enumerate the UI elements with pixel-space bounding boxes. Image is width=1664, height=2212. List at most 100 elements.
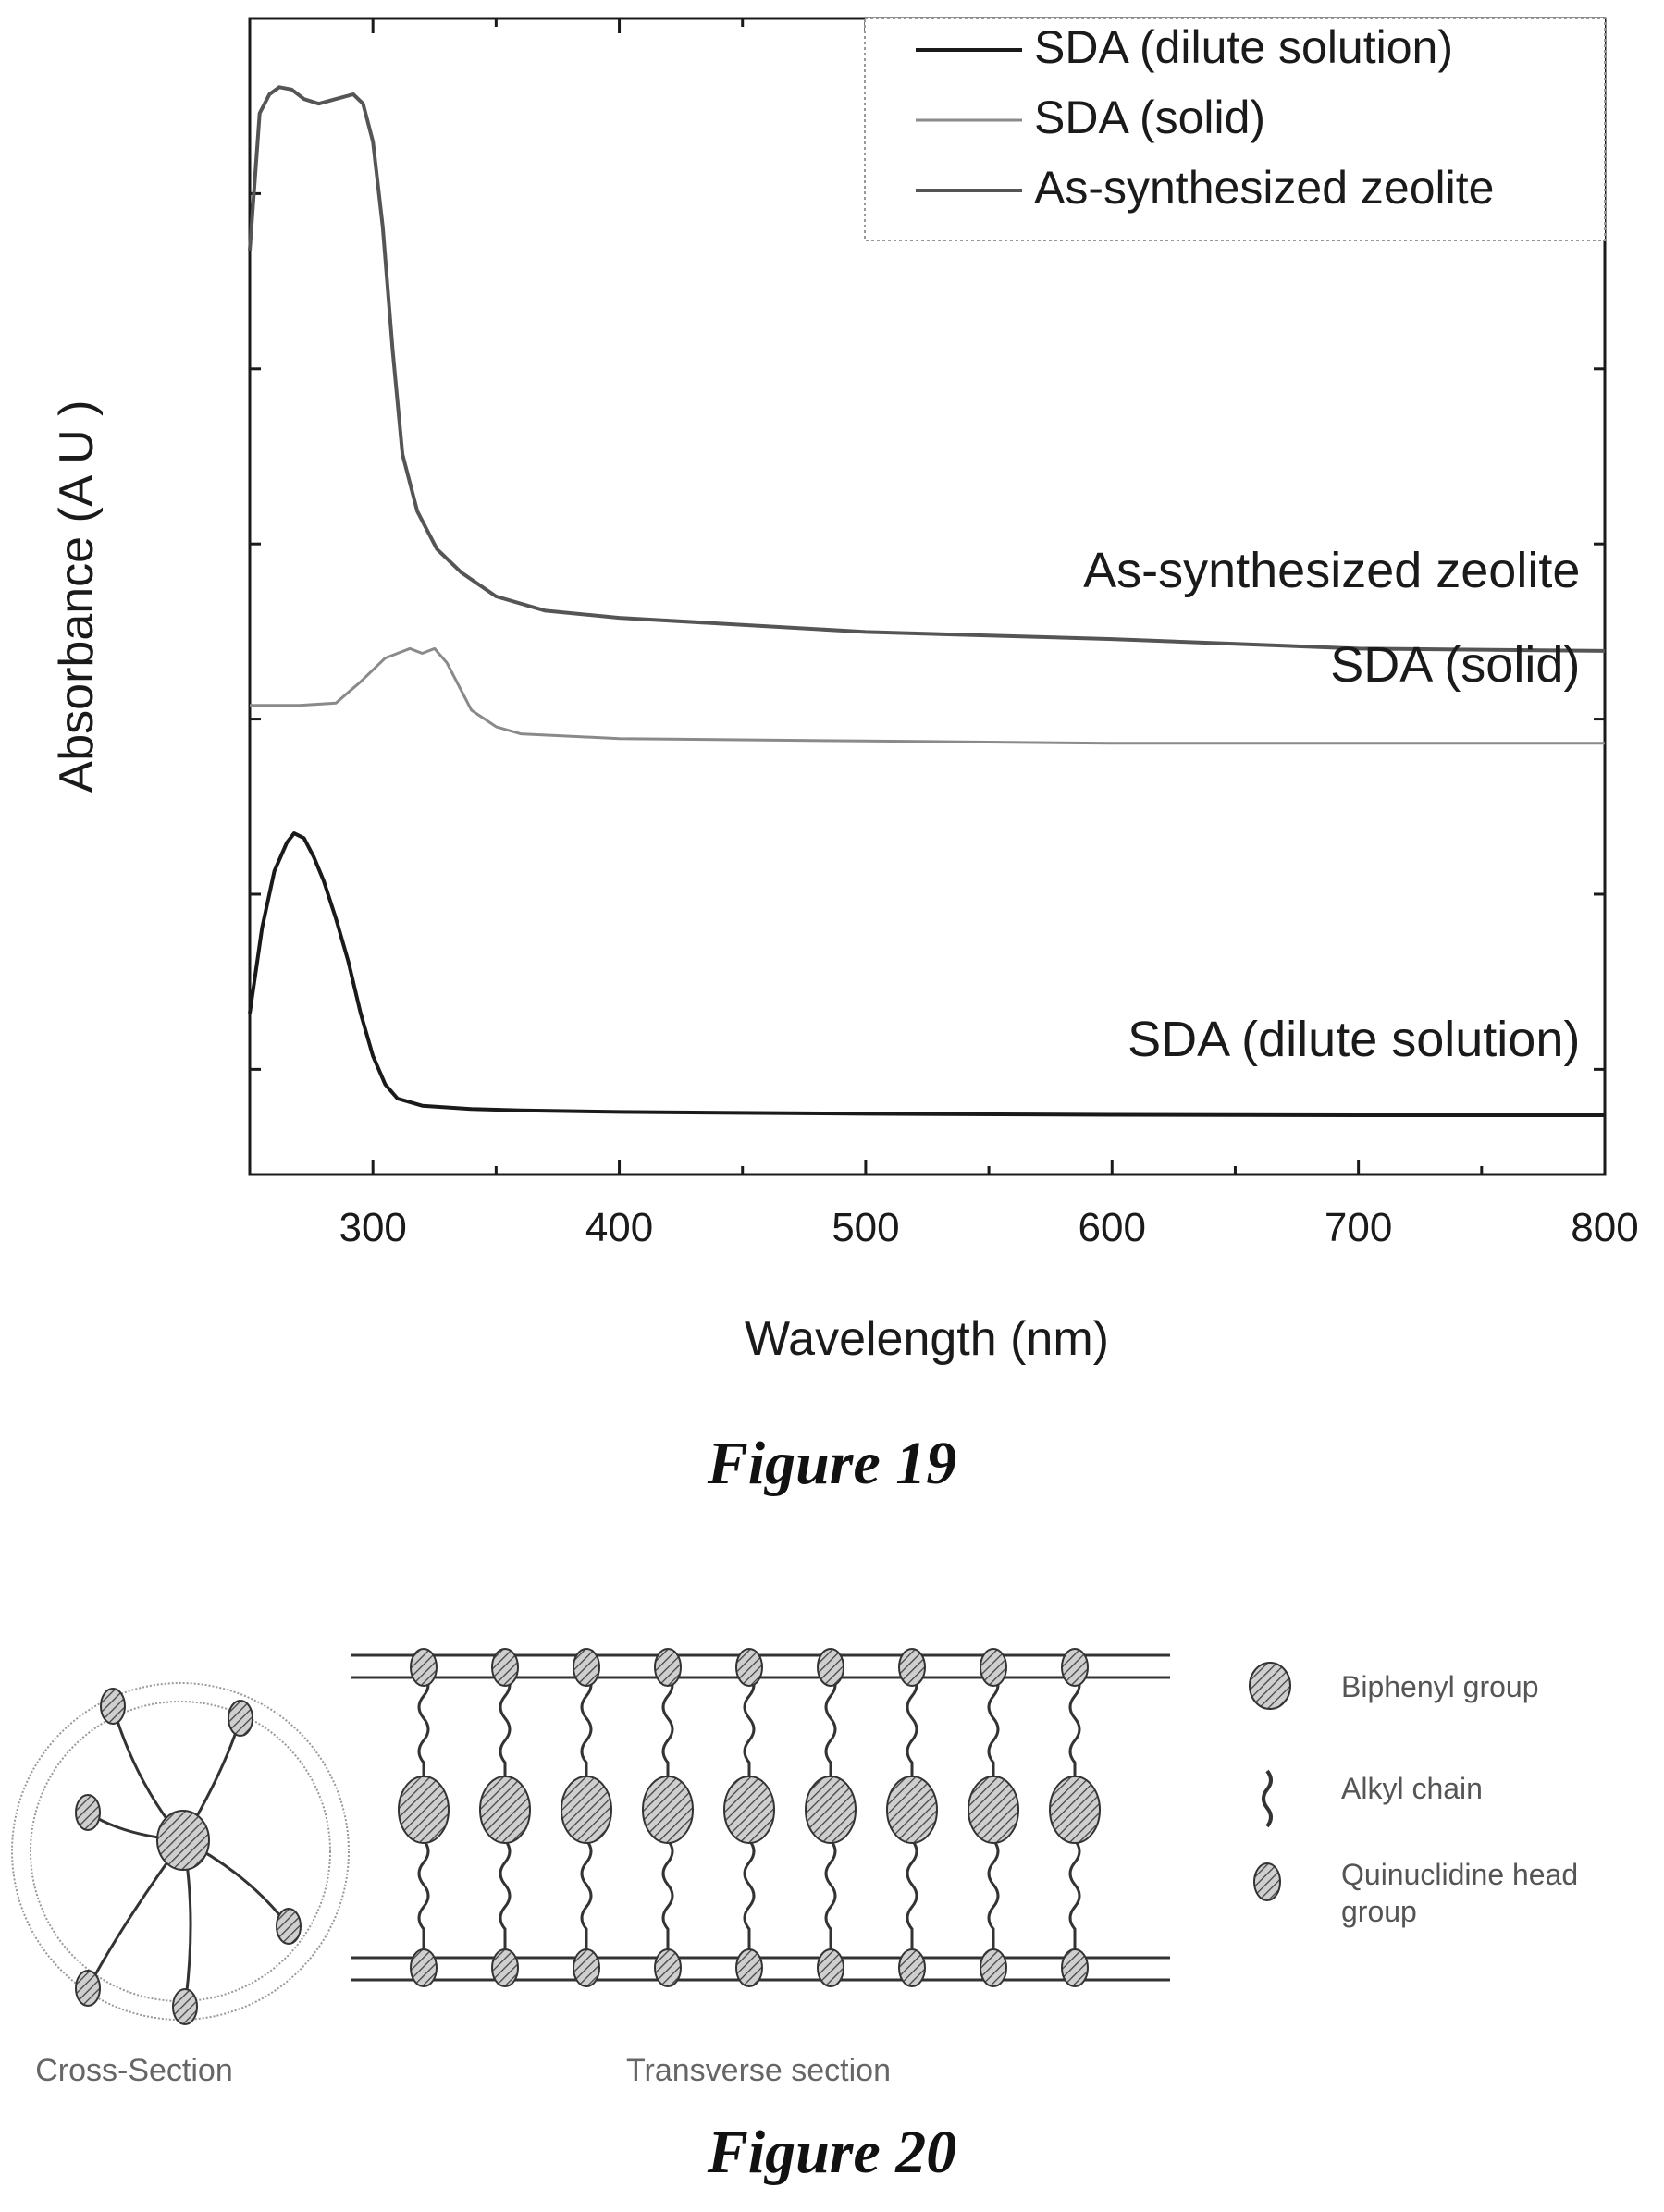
transverse-unit [561,1648,612,1987]
series-layer [248,85,1606,1117]
series-line-1 [250,646,1605,745]
biphenyl-group-icon [805,1776,857,1844]
alkyl-chain-lower [499,1839,512,1960]
x-tick-label: 400 [585,1205,653,1250]
quinuclidine-head-icon [654,1648,682,1687]
alkyl-chain-upper [743,1673,756,1781]
series-label-2: As-synthesized zeolite [1083,543,1580,598]
series-label-1: SDA (solid) [1330,637,1580,693]
alkyl-chain-lower [417,1839,430,1960]
transverse-unit [886,1648,938,1987]
transverse-section-diagram [351,1648,1170,1987]
legend: SDA (dilute solution) SDA (solid) As-synth… [864,18,1606,241]
figure-20-diagram: Cross-Section Transverse section Bipheny… [11,1648,1586,2088]
alkyl-chain-upper [1068,1673,1081,1781]
quinuclidine-head-icon [573,1948,600,1987]
quinuclidine-head-icon [980,1948,1007,1987]
alkyl-chain-upper [824,1673,837,1781]
quinuclidine-head-icon [735,1648,763,1687]
figure-19-chart: 300 400 500 600 700 800 SDA (dilute solution)… [50,17,1639,1366]
quinuclidine-head-icon [228,1700,253,1737]
x-tick-label: 600 [1079,1205,1146,1250]
quinuclidine-head-icon [276,1908,302,1945]
quinuclidine-head-icon [898,1948,926,1987]
quinuclidine-head-icon [75,1970,101,2007]
biphenyl-group-icon [1049,1776,1101,1844]
quinuclidine-head-icon [172,1988,198,2025]
alkyl-chain-lower [906,1839,918,1960]
quinuclidine-head-icon [1061,1948,1089,1987]
alkyl-chain-lower [743,1839,756,1960]
figure-20-caption: Figure 20 [707,2119,957,2186]
x-tick-label: 300 [339,1205,406,1250]
legend-entry-2: As-synthesized zeolite [1034,162,1494,214]
quinuclidine-head-icon [491,1948,519,1987]
series-label-layer: SDA (dilute solution) SDA (solid) As-synth… [1083,543,1580,1067]
cross-section-label: Cross-Section [35,2053,233,2088]
transverse-section-label: Transverse section [626,2053,891,2088]
alkyl-chain-lower [987,1839,1000,1960]
legend-box [864,18,1606,241]
biphenyl-group-icon [479,1776,531,1844]
quinuclidine-head-icon [980,1648,1007,1687]
alkyl-chain-upper [906,1673,918,1781]
quinuclidine-head-icon [573,1648,600,1687]
quinuclidine-head-icon [654,1948,682,1987]
y-axis-ticks [250,191,1605,1071]
transverse-unit [1049,1648,1101,1987]
quinuclidine-head-icon [898,1648,926,1687]
alkyl-chain-lower [824,1839,837,1960]
transverse-unit [479,1648,531,1987]
wavy-chain-icon [1262,1769,1273,1828]
biphenyl-group-icon [723,1776,775,1844]
legend-quinuclidine-label: Quinuclidine head group [1341,1858,1586,1928]
legend-quinuclidine-line2: group [1341,1895,1417,1928]
series-line-2 [248,85,1606,653]
quinuclidine-head-icon [735,1948,763,1987]
center-biphenyl-icon [156,1810,210,1871]
quinuclidine-head-icon [491,1648,519,1687]
legend-alkyl-label: Alkyl chain [1341,1772,1483,1805]
small-ellipse-icon [1253,1862,1281,1901]
alkyl-chain-upper [987,1673,1000,1781]
quinuclidine-head-icon [817,1648,844,1687]
alkyl-chain-upper [417,1673,430,1781]
figure-19-caption: Figure 19 [707,1430,957,1497]
quinuclidine-head-icon [100,1688,126,1725]
legend-biphenyl-label: Biphenyl group [1341,1670,1538,1703]
transverse-unit [642,1648,694,1987]
x-tick-label: 800 [1571,1205,1638,1250]
x-tick-label: 500 [832,1205,899,1250]
quinuclidine-head-icon [1061,1648,1089,1687]
alkyl-chain-upper [499,1673,512,1781]
alkyl-chain-lower [661,1839,674,1960]
quinuclidine-head-icon [410,1948,438,1987]
inner-ring [30,1701,331,2002]
biphenyl-group-icon [968,1776,1019,1844]
x-tick-label: 700 [1325,1205,1392,1250]
biphenyl-group-icon [642,1776,694,1844]
transverse-unit [968,1648,1019,1987]
alkyl-chain-upper [580,1673,593,1781]
transverse-unit [805,1648,857,1987]
quinuclidine-head-icon [817,1948,844,1987]
biphenyl-group-icon [886,1776,938,1844]
large-ellipse-icon [1249,1662,1291,1710]
legend-entry-1: SDA (solid) [1034,92,1265,143]
series-line-0 [248,831,1605,1117]
diagram-legend: Biphenyl group Alkyl chain Quinuclidine … [1249,1662,1586,1928]
legend-entry-0: SDA (dilute solution) [1034,21,1453,73]
alkyl-chain-lower [1068,1839,1081,1960]
transverse-unit [398,1648,450,1987]
alkyl-chain-lower [580,1839,593,1960]
quinuclidine-head-icon [410,1648,438,1687]
y-axis-label: Absorbance (A U ) [50,400,104,793]
series-label-0: SDA (dilute solution) [1128,1012,1580,1067]
transverse-unit [723,1648,775,1987]
cross-section-diagram [11,1682,350,2025]
alkyl-chain-upper [661,1673,674,1781]
legend-quinuclidine-line1: Quinuclidine head [1341,1858,1578,1891]
biphenyl-group-icon [561,1776,612,1844]
quinuclidine-head-icon [75,1794,101,1831]
biphenyl-group-icon [398,1776,450,1844]
